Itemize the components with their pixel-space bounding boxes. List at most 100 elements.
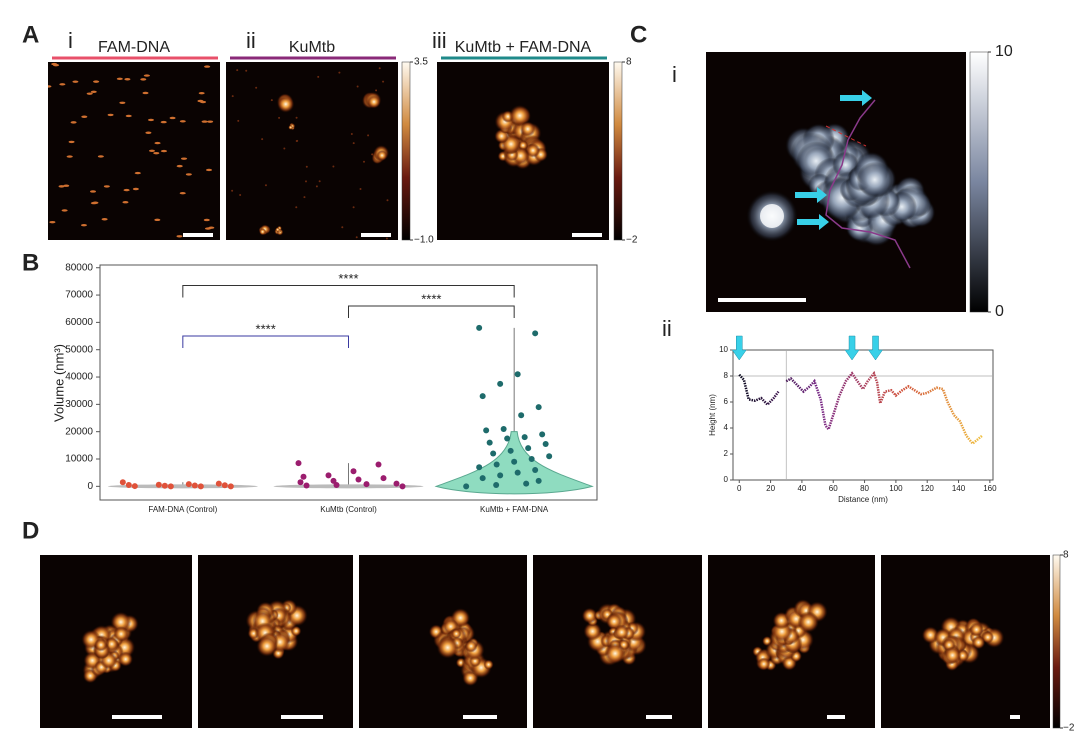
dna-rod xyxy=(122,201,129,204)
afm-content xyxy=(428,608,494,687)
significance: **** xyxy=(338,271,358,286)
dna-rod xyxy=(124,78,131,81)
dna-rod xyxy=(107,113,114,117)
speck xyxy=(236,69,239,72)
point xyxy=(393,480,400,487)
point xyxy=(532,330,539,337)
numeral: i xyxy=(68,28,73,53)
colorbar-label: −2 xyxy=(626,235,638,246)
speck xyxy=(255,86,258,89)
speck xyxy=(362,160,365,163)
arrow xyxy=(797,214,829,230)
point xyxy=(227,483,234,490)
dna-rod xyxy=(90,90,97,94)
cut xyxy=(825,125,867,147)
sub-label: i xyxy=(672,62,677,87)
point xyxy=(511,458,518,465)
afm-image xyxy=(226,62,398,240)
point xyxy=(350,468,357,475)
dna-rod xyxy=(72,80,79,83)
dna-rod xyxy=(92,201,99,204)
point xyxy=(500,425,507,432)
image-title: FAM-DNA xyxy=(98,39,170,56)
dna-rod xyxy=(181,157,188,160)
dna-rod xyxy=(142,91,149,95)
arrow xyxy=(795,187,827,203)
sub-label: ii xyxy=(662,316,672,341)
dna-rod xyxy=(169,116,176,120)
point xyxy=(463,483,470,490)
speck xyxy=(305,165,308,168)
blob xyxy=(508,104,531,127)
dna-rod xyxy=(70,121,77,124)
speck xyxy=(315,185,318,188)
point xyxy=(535,477,542,484)
dna-rod xyxy=(153,151,160,155)
blob xyxy=(376,149,388,161)
point xyxy=(493,461,500,468)
speck xyxy=(332,165,335,168)
bracket xyxy=(348,305,515,318)
dna-rod xyxy=(53,63,60,67)
dna-rod xyxy=(116,77,123,81)
dna-rod xyxy=(145,131,152,134)
x-tick-label: 0 xyxy=(737,484,742,493)
line xyxy=(785,370,983,446)
point xyxy=(486,439,493,446)
speck xyxy=(237,119,240,122)
point xyxy=(479,475,486,482)
dna-rod xyxy=(179,120,186,123)
colorbar xyxy=(613,61,623,241)
arrow xyxy=(731,335,747,361)
bracket xyxy=(182,284,515,298)
y-tick-label: 6 xyxy=(724,397,729,406)
y-tick-label: 20000 xyxy=(65,426,93,437)
point xyxy=(131,483,138,490)
dna-rod xyxy=(68,140,75,144)
image-title: KuMtb xyxy=(289,39,335,56)
y-tick-label: 10 xyxy=(719,345,728,354)
speck xyxy=(295,116,298,119)
point xyxy=(300,473,307,480)
speck xyxy=(296,139,299,142)
point xyxy=(539,431,546,438)
dna-rod xyxy=(185,173,192,176)
colorbar-label: 0 xyxy=(995,303,1004,320)
x-tick-label: KuMtb + FAM-DNA xyxy=(480,505,549,514)
point xyxy=(479,393,486,400)
speck xyxy=(303,196,306,199)
dna-rod xyxy=(134,171,141,175)
blob xyxy=(614,624,630,640)
blob xyxy=(436,636,459,659)
blob xyxy=(520,121,536,137)
point xyxy=(191,482,198,489)
blob xyxy=(583,622,602,641)
colorbar-label: −2 xyxy=(1063,723,1075,734)
point xyxy=(161,482,168,489)
blob xyxy=(760,204,784,228)
blob xyxy=(277,95,295,113)
numeral: ii xyxy=(246,28,256,53)
panel-label: C xyxy=(630,21,647,48)
plot-frame xyxy=(732,349,994,481)
point xyxy=(325,472,332,479)
dna-rod xyxy=(49,220,56,224)
blob xyxy=(757,657,771,671)
speck xyxy=(367,134,370,137)
point xyxy=(167,483,174,490)
dna-rod xyxy=(143,74,150,77)
speck xyxy=(317,75,320,78)
speck xyxy=(382,80,385,83)
colorbar xyxy=(969,51,989,313)
point xyxy=(497,472,504,479)
significance: **** xyxy=(256,321,276,336)
dna-rod xyxy=(160,149,167,153)
panel-label: D xyxy=(22,517,39,544)
dna-rod xyxy=(97,155,104,158)
point xyxy=(525,445,532,452)
afm-content xyxy=(231,67,390,240)
point xyxy=(197,483,204,490)
speck xyxy=(264,184,267,187)
afm-content xyxy=(746,90,936,269)
